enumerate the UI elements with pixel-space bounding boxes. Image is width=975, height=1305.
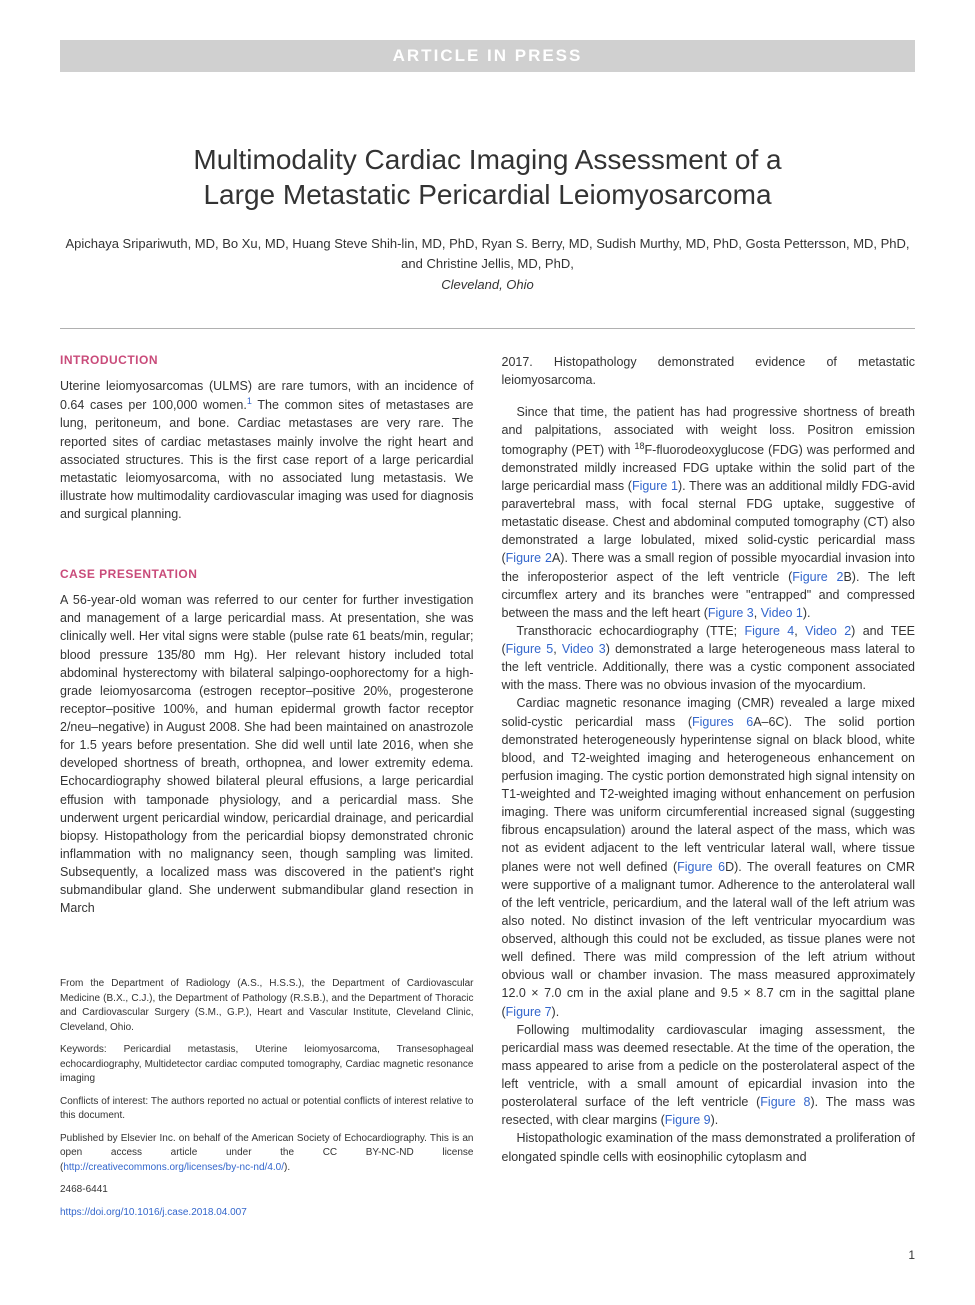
title-line-1: Multimodality Cardiac Imaging Assessment… xyxy=(193,144,781,175)
figure-7-link[interactable]: Figure 7 xyxy=(506,1005,552,1019)
reference-1-link[interactable]: 1 xyxy=(247,396,252,406)
header-divider xyxy=(60,328,915,329)
figure-6d-link[interactable]: Figure 6 xyxy=(677,860,725,874)
p4-c: D). The overall features on CMR were sup… xyxy=(502,860,916,1019)
left-column: INTRODUCTION Uterine leiomyosarcomas (UL… xyxy=(60,353,474,1228)
two-column-layout: INTRODUCTION Uterine leiomyosarcomas (UL… xyxy=(60,353,915,1228)
col2-para-1: 2017. Histopathology demonstrated eviden… xyxy=(502,353,916,389)
p2-g: ). xyxy=(803,606,811,620)
introduction-paragraph: Uterine leiomyosarcomas (ULMS) are rare … xyxy=(60,377,474,523)
col2-para-5: Following multimodality cardiovascular i… xyxy=(502,1021,916,1130)
doi-link[interactable]: https://doi.org/10.1016/j.case.2018.04.0… xyxy=(60,1207,247,1218)
figure-4-link[interactable]: Figure 4 xyxy=(744,624,794,638)
author-list: Apichaya Sripariwuth, MD, Bo Xu, MD, Hua… xyxy=(60,234,915,273)
figure-8-link[interactable]: Figure 8 xyxy=(760,1095,810,1109)
case-paragraph: A 56-year-old woman was referred to our … xyxy=(60,591,474,917)
figure-1-link[interactable]: Figure 1 xyxy=(632,479,678,493)
p4-d: ). xyxy=(552,1005,560,1019)
license-link[interactable]: http://creativecommons.org/licenses/by-n… xyxy=(63,1162,284,1173)
video-2-link[interactable]: Video 2 xyxy=(805,624,851,638)
section-spacer xyxy=(60,537,474,567)
publisher-statement: Published by Elsevier Inc. on behalf of … xyxy=(60,1132,474,1176)
p3-a: Transthoracic echocardiography (TTE; xyxy=(517,624,745,638)
introduction-heading: INTRODUCTION xyxy=(60,353,474,367)
figure-5-link[interactable]: Figure 5 xyxy=(506,642,554,656)
pub-text-b: ). xyxy=(284,1162,290,1173)
p2-f: , xyxy=(754,606,761,620)
col2-para-3: Transthoracic echocardiography (TTE; Fig… xyxy=(502,622,916,695)
p5-c: ). xyxy=(711,1113,719,1127)
video-3-link[interactable]: Video 3 xyxy=(562,642,606,656)
isotope-sup: 18 xyxy=(635,441,645,451)
page-number: 1 xyxy=(60,1248,915,1262)
page: ARTICLE IN PRESS Multimodality Cardiac I… xyxy=(0,0,975,1292)
article-status-banner: ARTICLE IN PRESS xyxy=(60,40,915,72)
figure-6a-link[interactable]: Figures 6 xyxy=(692,715,753,729)
figure-2a-link[interactable]: Figure 2 xyxy=(506,551,552,565)
intro-text-b: The common sites of metastases are lung,… xyxy=(60,398,474,521)
right-column: 2017. Histopathology demonstrated eviden… xyxy=(502,353,916,1228)
col2-para-2: Since that time, the patient has had pro… xyxy=(502,403,916,622)
conflicts-of-interest: Conflicts of interest: The authors repor… xyxy=(60,1095,474,1124)
keywords: Keywords: Pericardial metastasis, Uterin… xyxy=(60,1043,474,1087)
col2-para-6: Histopathologic examination of the mass … xyxy=(502,1129,916,1165)
article-footer-block: From the Department of Radiology (A.S., … xyxy=(60,977,474,1220)
p4-b: A–6C). The solid portion demonstrated he… xyxy=(502,715,916,874)
p3-d: , xyxy=(553,642,562,656)
title-line-2: Large Metastatic Pericardial Leiomyosarc… xyxy=(203,179,771,210)
video-1-link[interactable]: Video 1 xyxy=(761,606,803,620)
affiliations: From the Department of Radiology (A.S., … xyxy=(60,977,474,1035)
p3-b: , xyxy=(794,624,805,638)
figure-3-link[interactable]: Figure 3 xyxy=(708,606,754,620)
issn: 2468-6441 xyxy=(60,1183,474,1198)
case-presentation-heading: CASE PRESENTATION xyxy=(60,567,474,581)
article-title: Multimodality Cardiac Imaging Assessment… xyxy=(60,142,915,212)
figure-9-link[interactable]: Figure 9 xyxy=(665,1113,711,1127)
col2-para-4: Cardiac magnetic resonance imaging (CMR)… xyxy=(502,694,916,1020)
figure-2b-link[interactable]: Figure 2 xyxy=(792,570,843,584)
author-location: Cleveland, Ohio xyxy=(60,277,915,292)
